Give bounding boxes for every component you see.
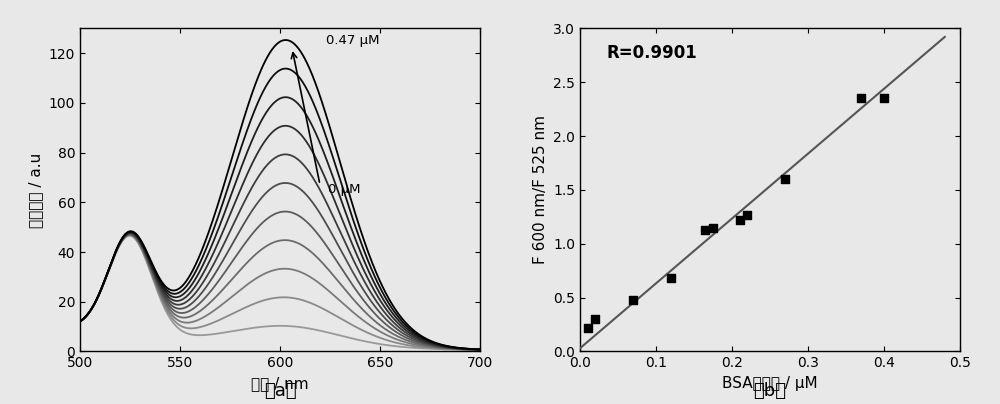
Point xyxy=(853,95,869,101)
X-axis label: 波长 / nm: 波长 / nm xyxy=(251,376,309,391)
Point xyxy=(587,316,603,322)
Point xyxy=(705,224,721,231)
Point xyxy=(876,95,892,101)
Y-axis label: F 600 nm/F 525 nm: F 600 nm/F 525 nm xyxy=(533,116,548,264)
Text: （a）: （a） xyxy=(264,382,296,400)
X-axis label: BSA的浓度 / μM: BSA的浓度 / μM xyxy=(722,376,818,391)
Text: R=0.9901: R=0.9901 xyxy=(607,44,697,63)
Point xyxy=(625,297,641,303)
Text: 0.47 μM: 0.47 μM xyxy=(326,34,380,47)
Y-axis label: 荧光强度 / a.u: 荧光强度 / a.u xyxy=(28,152,43,227)
Point xyxy=(739,211,755,218)
Point xyxy=(580,324,596,331)
Point xyxy=(697,227,713,233)
Text: 0 μM: 0 μM xyxy=(328,183,361,196)
Point xyxy=(663,275,679,282)
Point xyxy=(732,217,748,223)
Text: （b）: （b） xyxy=(754,382,786,400)
Point xyxy=(777,176,793,182)
